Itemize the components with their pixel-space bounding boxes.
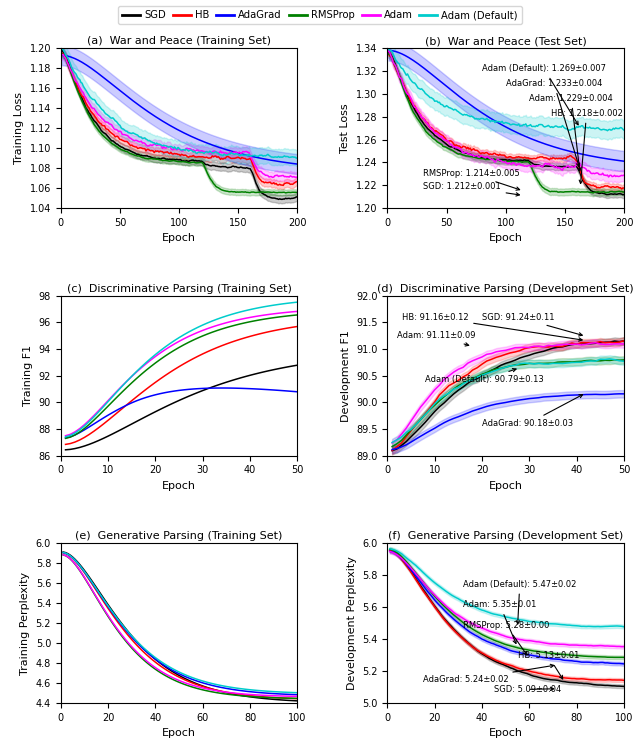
- Text: SGD: 5.09±0.04: SGD: 5.09±0.04: [494, 685, 561, 694]
- Y-axis label: Training F1: Training F1: [23, 345, 33, 406]
- Text: HB: 91.16±0.12: HB: 91.16±0.12: [401, 312, 582, 341]
- Title: (d)  Discriminative Parsing (Development Set): (d) Discriminative Parsing (Development …: [378, 283, 634, 294]
- Title: (f)  Generative Parsing (Development Set): (f) Generative Parsing (Development Set): [388, 531, 623, 541]
- Title: (e)  Generative Parsing (Training Set): (e) Generative Parsing (Training Set): [76, 531, 283, 541]
- Text: Adam: 91.11±0.09: Adam: 91.11±0.09: [397, 332, 476, 346]
- Title: (c)  Discriminative Parsing (Training Set): (c) Discriminative Parsing (Training Set…: [67, 283, 292, 294]
- Text: HB: 1.218±0.002: HB: 1.218±0.002: [550, 109, 623, 184]
- Text: Adam (Default): 5.47±0.02: Adam (Default): 5.47±0.02: [463, 580, 577, 624]
- Text: AdaGrad: 1.233±0.004: AdaGrad: 1.233±0.004: [506, 79, 602, 167]
- Text: Adam: 1.229±0.004: Adam: 1.229±0.004: [529, 94, 613, 171]
- X-axis label: Epoch: Epoch: [162, 234, 196, 243]
- Y-axis label: Training Perplexity: Training Perplexity: [20, 571, 30, 675]
- X-axis label: Epoch: Epoch: [489, 481, 523, 491]
- X-axis label: Epoch: Epoch: [489, 728, 523, 738]
- Text: AdaGrad: 5.24±0.02: AdaGrad: 5.24±0.02: [423, 664, 554, 684]
- X-axis label: Epoch: Epoch: [489, 234, 523, 243]
- Text: RMSProp: 1.214±0.005: RMSProp: 1.214±0.005: [423, 169, 520, 190]
- Text: Adam: 5.35±0.01: Adam: 5.35±0.01: [463, 600, 536, 644]
- Text: SGD: 1.212±0.001: SGD: 1.212±0.001: [423, 182, 520, 196]
- Title: (b)  War and Peace (Test Set): (b) War and Peace (Test Set): [425, 36, 586, 46]
- Y-axis label: Training Loss: Training Loss: [14, 92, 24, 164]
- Y-axis label: Development F1: Development F1: [340, 330, 351, 422]
- Text: AdaGrad: 90.18±0.03: AdaGrad: 90.18±0.03: [482, 394, 582, 429]
- Text: Adam (Default): 90.79±0.13: Adam (Default): 90.79±0.13: [425, 368, 544, 384]
- Y-axis label: Development Perplexity: Development Perplexity: [347, 557, 356, 690]
- Text: RMSProp: 5.28±0.00: RMSProp: 5.28±0.00: [463, 621, 550, 655]
- Text: SGD: 91.24±0.11: SGD: 91.24±0.11: [482, 312, 582, 336]
- Y-axis label: Test Loss: Test Loss: [340, 103, 351, 153]
- Legend: SGD, HB, AdaGrad, RMSProp, Adam, Adam (Default): SGD, HB, AdaGrad, RMSProp, Adam, Adam (D…: [118, 7, 522, 25]
- Title: (a)  War and Peace (Training Set): (a) War and Peace (Training Set): [87, 36, 271, 46]
- X-axis label: Epoch: Epoch: [162, 481, 196, 491]
- X-axis label: Epoch: Epoch: [162, 728, 196, 738]
- Text: Adam (Default): 1.269±0.007: Adam (Default): 1.269±0.007: [482, 64, 606, 125]
- Text: HB: 5.13±0.01: HB: 5.13±0.01: [518, 651, 579, 679]
